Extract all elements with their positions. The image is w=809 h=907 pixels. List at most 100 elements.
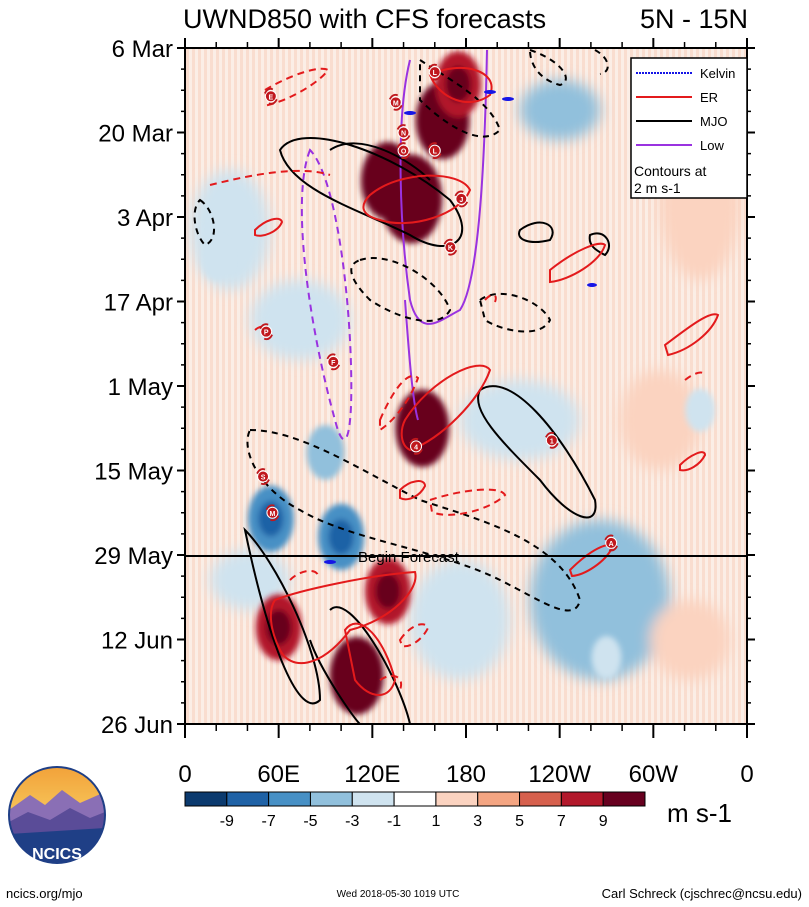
storm-marker-arm: [454, 190, 469, 208]
mjo-contour: [594, 49, 609, 75]
storm-marker-arm: [409, 437, 423, 455]
storm-marker-letter: J: [459, 197, 463, 204]
mjo-contour: [278, 137, 464, 247]
y-tick-label: 1 May: [108, 374, 173, 401]
colorbar-swatch: [435, 791, 479, 807]
anomaly-blob-core: [373, 159, 403, 202]
mjo-contour: [243, 526, 322, 705]
mjo-contour: [478, 292, 552, 333]
storm-marker-arm: [256, 468, 270, 485]
colorbar-swatch: [184, 791, 228, 807]
mjo-contour: [350, 257, 452, 322]
y-tick-label: 6 Mar: [112, 36, 173, 63]
storm-marker: [410, 440, 423, 453]
storm-marker-letter: A: [609, 541, 614, 548]
er-contour: [663, 313, 720, 357]
anomaly-blob-core: [375, 573, 401, 609]
chart-region: 5N - 15N: [640, 4, 748, 34]
er-contour: [398, 623, 430, 648]
storm-marker-arm: [265, 504, 280, 522]
er-contour: [679, 451, 707, 472]
colorbar-tick-label: -1: [387, 813, 401, 830]
mjo-contour: [419, 58, 502, 138]
x-tick-label: 0: [740, 761, 753, 788]
anomaly-blob-core: [328, 519, 354, 555]
colorbar-swatch: [268, 791, 311, 807]
kelvin-contours: [324, 90, 597, 564]
ncics-logo: NCICS: [8, 766, 106, 864]
y-tick-label: 20 Mar: [98, 121, 173, 148]
mjo-contour: [329, 142, 431, 181]
legend-label: Kelvin: [700, 66, 735, 81]
er-contour: [379, 674, 403, 691]
storm-marker-letter: F: [331, 360, 336, 367]
wave-contours: [193, 48, 720, 724]
storm-markers: E L M N L O J K P F 4 1 S M A: [256, 63, 618, 552]
storm-marker-letter: M: [270, 511, 276, 518]
mjo-contour: [329, 606, 411, 724]
mjo-contour: [588, 232, 610, 257]
storm-marker-arm: [326, 353, 341, 371]
er-contour: [484, 294, 497, 303]
storm-marker-letter: O: [401, 149, 407, 156]
mjo-contour: [309, 639, 361, 724]
chart-title: UWND850 with CFS forecasts: [183, 4, 546, 34]
mjo-contour: [518, 221, 554, 243]
anomaly-blob-core: [341, 654, 372, 697]
colorbar-tick-label: -3: [345, 813, 359, 830]
storm-marker-arm: [545, 431, 559, 449]
low-contour: [399, 49, 488, 325]
legend: Kelvin ER MJO Low Contours at 2 m s-1: [630, 57, 748, 199]
colorbar-swatch: [560, 791, 604, 807]
anomaly-blob: [201, 237, 232, 281]
legend-note-line2: 2 m s-1: [634, 180, 681, 196]
colorbar-tick-label: -5: [303, 813, 317, 830]
storm-marker: [428, 144, 441, 157]
x-tick-label: 120W: [528, 761, 591, 788]
storm-marker: [397, 144, 410, 157]
storm-marker-arm: [443, 238, 458, 256]
storm-marker-arm: [396, 142, 411, 160]
colorbar-tick-label: -7: [262, 813, 276, 830]
storm-marker: [264, 90, 277, 103]
storm-marker: [545, 434, 558, 447]
mjo-contour: [477, 385, 597, 519]
storm-marker-letter: P: [264, 330, 269, 337]
colorbar-tick-label: 3: [473, 813, 482, 830]
legend-label: MJO: [700, 114, 727, 129]
mjo-contour: [193, 198, 216, 247]
storm-marker-arm: [427, 142, 442, 160]
low-contour: [300, 148, 353, 441]
storm-marker: [260, 325, 273, 338]
colorbar-tick-label: -9: [220, 813, 234, 830]
mjo-contour: [528, 48, 567, 87]
background-texture: [190, 80, 740, 680]
y-tick-label: 29 May: [94, 543, 173, 570]
colorbar-swatch: [351, 791, 395, 807]
storm-marker-letter: 1: [550, 438, 554, 445]
y-tick-label: 17 Apr: [104, 290, 173, 317]
storm-marker-arm: [388, 93, 403, 111]
storm-marker-arm: [427, 63, 442, 81]
colorbar-swatch: [602, 791, 646, 807]
er-contour: [379, 375, 420, 432]
storm-marker-letter: L: [433, 70, 438, 77]
storm-marker: [455, 192, 468, 205]
er-contour: [428, 488, 507, 516]
y-tick-label: 26 Jun: [101, 712, 173, 739]
forecast-label: Begin Forecast: [358, 549, 460, 566]
low-contour: [404, 299, 419, 421]
storm-marker: [266, 506, 279, 519]
y-tick-label: 12 Jun: [101, 628, 173, 655]
storm-marker: [389, 96, 402, 109]
colorbar-tick-label: 1: [431, 813, 440, 830]
storm-marker-arm: [604, 534, 618, 552]
colorbar-swatch: [309, 791, 353, 807]
legend-note-line1: Contours at: [634, 163, 706, 179]
er-contour: [209, 169, 331, 186]
anomaly-blob: [306, 425, 345, 480]
er-contour: [549, 242, 607, 284]
y-axis: 6 Mar 20 Mar 3 Apr 17 Apr 1 May 15 May 29 May 1…: [94, 36, 755, 739]
footer-center: Wed 2018-05-30 1019 UTC: [337, 889, 460, 900]
